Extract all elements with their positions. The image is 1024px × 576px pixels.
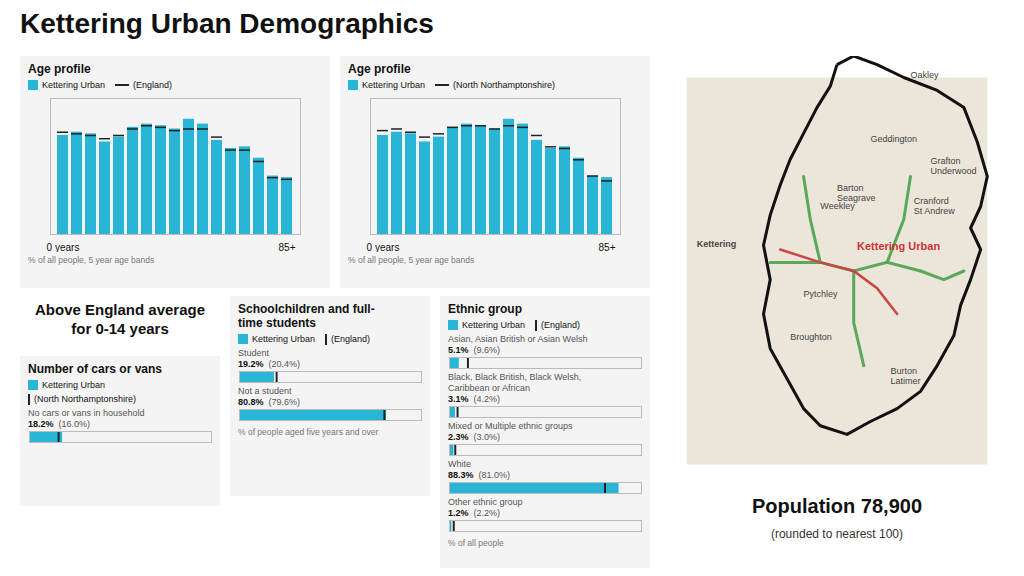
html-text:(North Northamptonshire): (North Northamptonshire) xyxy=(453,80,556,90)
svg-text:CranfordSt Andrew: CranfordSt Andrew xyxy=(914,196,956,216)
html-text:1.2%: 1.2% xyxy=(448,508,469,518)
svg-text:GraftonUnderwood: GraftonUnderwood xyxy=(931,156,977,176)
html-text:% of people aged five years an: % of people aged five years and over xyxy=(238,427,379,437)
html-text:3.1%: 3.1% xyxy=(448,394,469,404)
html-text:% of all people, 5 year age ba: % of all people, 5 year age bands xyxy=(28,255,155,265)
html-text:Age profile: Age profile xyxy=(348,62,411,76)
html-text:Kettering Urban: Kettering Urban xyxy=(252,334,315,344)
html-text:(4.2%): (4.2%) xyxy=(473,394,500,404)
html-text:18.2%: 18.2% xyxy=(28,419,54,429)
html-text:Black, Black British, Black We: Black, Black British, Black Welsh, Carib… xyxy=(448,372,582,393)
html-text:(16.0%): (16.0%) xyxy=(58,419,90,429)
html-text:80.8%: 80.8% xyxy=(238,397,264,407)
svg-text:Broughton: Broughton xyxy=(790,332,832,342)
html-text:(2.2%): (2.2%) xyxy=(473,508,500,518)
svg-text:0 years: 0 years xyxy=(367,242,400,252)
svg-text:0 years: 0 years xyxy=(47,242,80,252)
svg-text:85+: 85+ xyxy=(599,242,616,252)
html-text:(England): (England) xyxy=(331,334,371,344)
html-text:2.3%: 2.3% xyxy=(448,432,469,442)
svg-text:Geddington: Geddington xyxy=(870,134,917,144)
html-text:% of all people, 5 year age ba: % of all people, 5 year age bands xyxy=(348,255,475,265)
html-text:Kettering Urban: Kettering Urban xyxy=(362,80,425,90)
html-text:(3.0%): (3.0%) xyxy=(473,432,500,442)
html-text:Mixed or Multiple ethnic group: Mixed or Multiple ethnic groups xyxy=(448,421,573,431)
html-text:Asian, Asian British or Asian: Asian, Asian British or Asian Welsh xyxy=(448,334,588,344)
html-text:Population 78,900: Population 78,900 xyxy=(752,495,922,517)
svg-text:85+: 85+ xyxy=(279,242,296,252)
html-text:Student: Student xyxy=(238,348,269,358)
svg-text:Kettering: Kettering xyxy=(697,239,737,249)
html-text:Kettering Urban: Kettering Urban xyxy=(42,80,105,90)
html-text:Other ethnic group: Other ethnic group xyxy=(448,497,523,507)
html-text:(9.6%): (9.6%) xyxy=(473,345,500,355)
svg-text:BartonSeagrave: BartonSeagrave xyxy=(837,183,876,203)
html-text:5.1%: 5.1% xyxy=(448,345,469,355)
html-text:Kettering Urban: Kettering Urban xyxy=(42,380,105,390)
html-text:(81.0%): (81.0%) xyxy=(478,470,510,480)
html-text:Schoolchildren and full- time: Schoolchildren and full- time students xyxy=(238,302,375,330)
html-text:Age profile: Age profile xyxy=(28,62,91,76)
html-text:Ethnic group: Ethnic group xyxy=(448,302,522,316)
html-text:(England): (England) xyxy=(133,80,173,90)
html-text:Kettering Urban Demographics: Kettering Urban Demographics xyxy=(20,8,434,39)
html-text:88.3%: 88.3% xyxy=(448,470,474,480)
html-text:White: White xyxy=(448,459,471,469)
html-text:Number of cars or vans: Number of cars or vans xyxy=(28,362,162,376)
svg-text:Pytchley: Pytchley xyxy=(804,289,839,299)
svg-text:Oakley: Oakley xyxy=(910,70,939,80)
svg-text:Weekley: Weekley xyxy=(820,200,855,211)
html-text:(20.4%): (20.4%) xyxy=(268,359,300,369)
html-text:(rounded to nearest 100): (rounded to nearest 100) xyxy=(771,527,903,541)
html-text:No cars or vans in household: No cars or vans in household xyxy=(28,408,145,418)
svg-text:Kettering Urban: Kettering Urban xyxy=(857,240,940,252)
html-text:(England): (England) xyxy=(541,320,581,330)
html-text:(79.6%): (79.6%) xyxy=(268,397,300,407)
html-text:% of all people: % of all people xyxy=(448,538,504,548)
html-text:Kettering Urban: Kettering Urban xyxy=(462,320,525,330)
svg-text:BurtonLatimer: BurtonLatimer xyxy=(890,366,920,386)
html-text:Above England average for 0-14: Above England average for 0-14 years xyxy=(35,301,205,337)
html-text:(North Northamptonshire): (North Northamptonshire) xyxy=(34,394,136,404)
html-text:Not a student: Not a student xyxy=(238,386,292,396)
html-text:19.2%: 19.2% xyxy=(238,359,264,369)
